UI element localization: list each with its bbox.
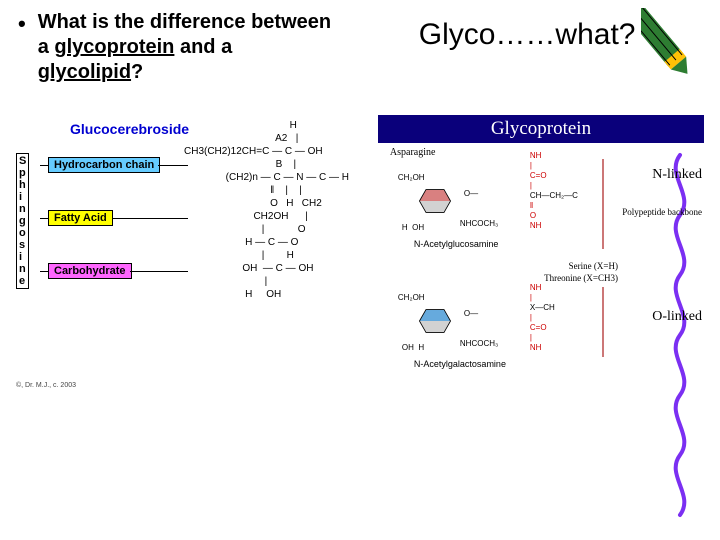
hex-bot-substituent-nhcoch3: NHCOCH₃ (460, 339, 498, 348)
bullet-frag-b: glycoprotein (54, 36, 174, 58)
n-acetylglucosamine-label: N-Acetylglucosamine (414, 239, 499, 249)
glycolipid-citation: ©, Dr. M.J., c. 2003 (16, 382, 76, 389)
o-linked-red-chain: NH | X—CH | C=O | NH (530, 283, 555, 353)
bullet-frag-d: glycolipid (38, 61, 131, 83)
glycolipid-diagram: Glucocerebroside Sphingosine Hydrocarbon… (12, 115, 374, 345)
fatty-acid-label: Fatty Acid (48, 210, 113, 226)
hex-top-substituent-ch2oh: CH₂OH (398, 173, 425, 182)
hex-top-substituent-nhcoch3: NHCOCH₃ (460, 219, 498, 228)
bullet-frag-e: ? (131, 61, 143, 83)
n-acetylgalactosamine-label: N-Acetylgalactosamine (414, 359, 506, 369)
bullet-text: What is the difference between a glycopr… (38, 10, 341, 85)
glycolipid-chem-structure: H A2 | CH3(CH2)12CH=C — C — OH B | (CH2)… (184, 119, 349, 301)
n-linked-label: N-linked (652, 167, 702, 183)
hex-top-substituent-o: O— (464, 189, 478, 198)
n-linked-red-chain: NH | C=O | CH—CH₂—C ‖ O NH (530, 151, 578, 231)
threonine-label: Threonine (X=CH3) (544, 273, 618, 283)
n-acetylgalactosamine-ring (414, 303, 456, 339)
hex-bot-substituent-oh: OH H (402, 343, 424, 352)
o-linked-label: O-linked (652, 309, 702, 325)
crayon-icon (641, 8, 711, 78)
glycoprotein-titlebar: Glycoprotein (378, 115, 704, 143)
bullet-frag-c: and a (174, 36, 232, 58)
hex-bot-substituent-ch2oh: CH₂OH (398, 293, 425, 302)
glycoprotein-diagram: Glycoprotein Asparagine CH₂OH H OH NHCOC… (374, 115, 708, 393)
hydrocarbon-chain-label: Hydrocarbon chain (48, 157, 160, 173)
bullet-dot: • (18, 10, 26, 38)
polypeptide-backbone-line-bot (602, 287, 604, 357)
sphingosine-vertical-label: Sphingosine (16, 153, 29, 289)
bullet-block: • What is the difference between a glyco… (18, 10, 348, 85)
carbohydrate-label: Carbohydrate (48, 263, 132, 279)
hex-bot-substituent-o: O— (464, 309, 478, 318)
hex-top-substituent-oh: H OH (402, 223, 424, 232)
serine-label: Serine (X=H) (569, 261, 618, 271)
asparagine-label: Asparagine (390, 147, 436, 158)
n-acetylglucosamine-ring (414, 183, 456, 219)
polypeptide-backbone-label: Polypeptide backbone (622, 207, 702, 217)
polypeptide-backbone-line-top (602, 159, 604, 249)
